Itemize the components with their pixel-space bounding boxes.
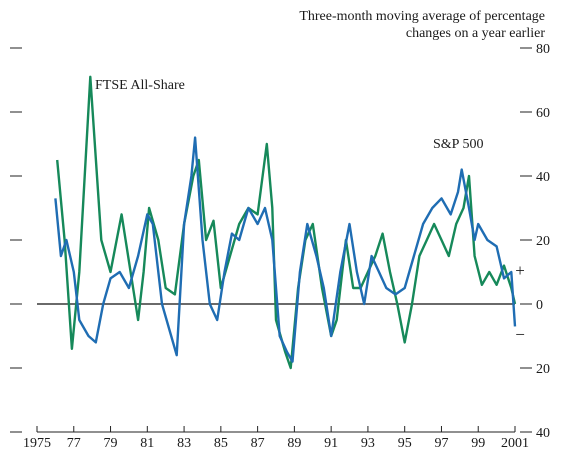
x-tick-label: 2001 (501, 436, 529, 451)
y-tick-label: 40 (536, 426, 550, 441)
note-line: Three-month moving average of percentage (299, 9, 545, 24)
x-tick-label: 77 (67, 436, 81, 451)
y-tick-label: 20 (536, 362, 550, 377)
plus-sign: + (515, 261, 525, 280)
y-tick-label: 20 (536, 234, 550, 249)
x-tick-label: 99 (471, 436, 485, 451)
x-tick-label: 91 (324, 436, 338, 451)
x-tick-label: 97 (434, 436, 448, 451)
series-line (56, 75, 517, 370)
x-tick-label: 83 (177, 436, 191, 451)
x-tick-label: 79 (104, 436, 118, 451)
y-tick-label: 80 (536, 42, 550, 57)
y-tick-label: 0 (536, 298, 543, 313)
note-line: changes on a year earlier (406, 26, 545, 41)
y-tick-label: 40 (536, 170, 550, 185)
x-tick-label: 95 (398, 436, 412, 451)
x-tick-label: 89 (287, 436, 301, 451)
minus-sign: − (515, 325, 525, 344)
series-label: S&P 500 (433, 137, 483, 152)
x-tick-label: 85 (214, 436, 228, 451)
x-tick-label: 87 (251, 436, 265, 451)
series-line (54, 136, 517, 363)
x-tick-label: 81 (140, 436, 154, 451)
series-label: FTSE All-Share (95, 78, 185, 93)
y-tick-label: 60 (536, 106, 550, 121)
x-tick-label: 1975 (23, 436, 51, 451)
x-tick-label: 93 (361, 436, 375, 451)
